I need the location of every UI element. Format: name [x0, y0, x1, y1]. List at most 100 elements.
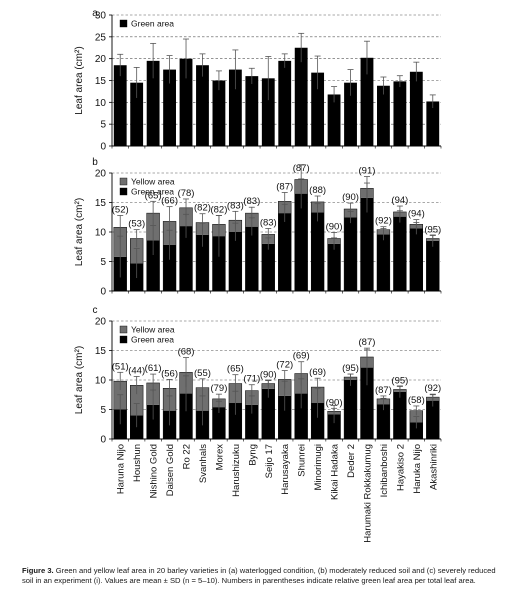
data-label: (79): [210, 383, 227, 394]
bar-green-area: [327, 94, 341, 146]
bar-green-area: [196, 65, 209, 146]
bar-green-area: [113, 65, 127, 146]
data-label: (65): [227, 364, 244, 375]
data-label: (90): [342, 192, 359, 203]
x-axis-category-labels: Haruna Nijo Houshun Nishino Gold Daisen Gol…: [116, 443, 440, 542]
legend-label: Yellow area: [131, 325, 175, 335]
data-label: (71): [243, 374, 260, 385]
bar-green-area: [377, 404, 390, 439]
data-label: (53): [128, 219, 145, 230]
bar-green-area: [360, 57, 374, 146]
data-label: (83): [243, 196, 260, 207]
x-category-label: Harushizuku: [231, 444, 242, 497]
bar-green-area: [212, 80, 226, 146]
data-label: (87): [375, 385, 392, 396]
y-tick-label: 10: [95, 376, 107, 387]
legend-label: Green area: [131, 335, 174, 345]
data-label: (87): [293, 163, 310, 174]
data-label: (52): [112, 204, 129, 215]
bar-yellow-area: [130, 385, 144, 416]
x-category-label: Deder 2: [346, 444, 357, 478]
data-label: (83): [260, 217, 277, 228]
bar-green-area: [245, 226, 259, 291]
bar-green-area: [294, 193, 308, 291]
data-label: (92): [375, 216, 392, 227]
bar-green-area: [409, 71, 423, 146]
x-category-label: Haruka Nijo: [412, 444, 423, 494]
x-category-label: Kikai Hadaka: [330, 443, 341, 500]
bar-green-area: [377, 234, 390, 291]
y-axis-title: Leaf area (cm²): [74, 346, 85, 414]
y-tick-label: 10: [95, 228, 107, 239]
bar-green-area: [245, 76, 259, 146]
panel-letter: c: [93, 305, 98, 316]
data-label: (90): [260, 370, 277, 381]
x-category-label: Svanhals: [198, 444, 209, 483]
bar-green-area: [278, 213, 292, 291]
data-label: (58): [408, 395, 425, 406]
bar-green-area: [261, 243, 275, 291]
bar-green-area: [261, 388, 275, 439]
bar-green-area: [245, 404, 259, 439]
legend-swatch: [119, 335, 128, 344]
bar-green-area: [327, 414, 341, 439]
bar-green-area: [311, 403, 325, 439]
x-category-label: Morex: [214, 444, 225, 471]
x-category-label: Hayakiso 2: [395, 444, 406, 491]
bar-green-area: [228, 403, 242, 439]
bar-green-area: [196, 234, 209, 291]
figure-caption-text: Green and yellow leaf area in 20 barley …: [22, 566, 496, 586]
data-label: (87): [359, 337, 376, 348]
legend-swatch: [119, 177, 128, 186]
bar-green-area: [130, 82, 144, 146]
y-tick-label: 5: [100, 257, 106, 268]
y-tick-label: 0: [100, 142, 106, 153]
bar-green-area: [393, 216, 407, 291]
data-label: (61): [145, 363, 162, 374]
legend-label: Green area: [131, 187, 174, 197]
data-label: (95): [424, 225, 441, 236]
legend-swatch: [119, 325, 128, 334]
data-label: (66): [161, 196, 178, 207]
bar-green-area: [409, 422, 423, 439]
legend-label: Green area: [131, 19, 174, 29]
data-label: (91): [359, 166, 376, 177]
x-category-label: Ichibanboshi: [379, 444, 390, 497]
chart-panel-a: 0 5 10 15 20 25 30 Leaf area (cm²) a Green area: [74, 8, 442, 153]
y-tick-label: 20: [95, 317, 107, 328]
bar-green-area: [360, 367, 374, 439]
bar-green-area: [179, 226, 193, 291]
y-tick-label: 25: [95, 32, 107, 43]
data-label: (82): [194, 203, 211, 214]
y-tick-label: 10: [95, 98, 107, 109]
bar-green-area: [163, 244, 176, 291]
data-label: (51): [112, 361, 129, 372]
y-tick-label: 5: [100, 405, 106, 416]
bar-green-area: [360, 197, 374, 291]
bar-green-area: [294, 393, 308, 439]
x-category-label: Shunrei: [297, 444, 308, 477]
y-tick-label: 20: [95, 169, 107, 180]
bar-green-area: [146, 404, 160, 439]
data-label: (90): [326, 397, 343, 408]
bar-green-area: [179, 58, 193, 146]
data-label: (95): [391, 375, 408, 386]
bar-green-area: [426, 101, 440, 146]
figure-caption: Figure 3. Green and yellow leaf area in …: [22, 566, 500, 587]
y-tick-label: 15: [95, 198, 107, 209]
bar-green-area: [377, 85, 390, 146]
x-category-label: Daisen Gold: [165, 444, 176, 496]
data-label: (56): [161, 368, 178, 379]
data-label: (44): [128, 365, 145, 376]
panel-letter: b: [92, 157, 98, 168]
data-label: (87): [276, 181, 293, 192]
bar-green-area: [409, 228, 423, 291]
data-label: (88): [309, 185, 326, 196]
y-tick-label: 0: [100, 435, 106, 446]
y-tick-label: 30: [95, 11, 107, 22]
bar-green-area: [426, 240, 440, 291]
data-label: (94): [391, 195, 408, 206]
x-category-label: Byng: [247, 444, 258, 466]
y-axis-title: Leaf area (cm²): [74, 198, 85, 266]
bar-green-area: [393, 391, 407, 439]
